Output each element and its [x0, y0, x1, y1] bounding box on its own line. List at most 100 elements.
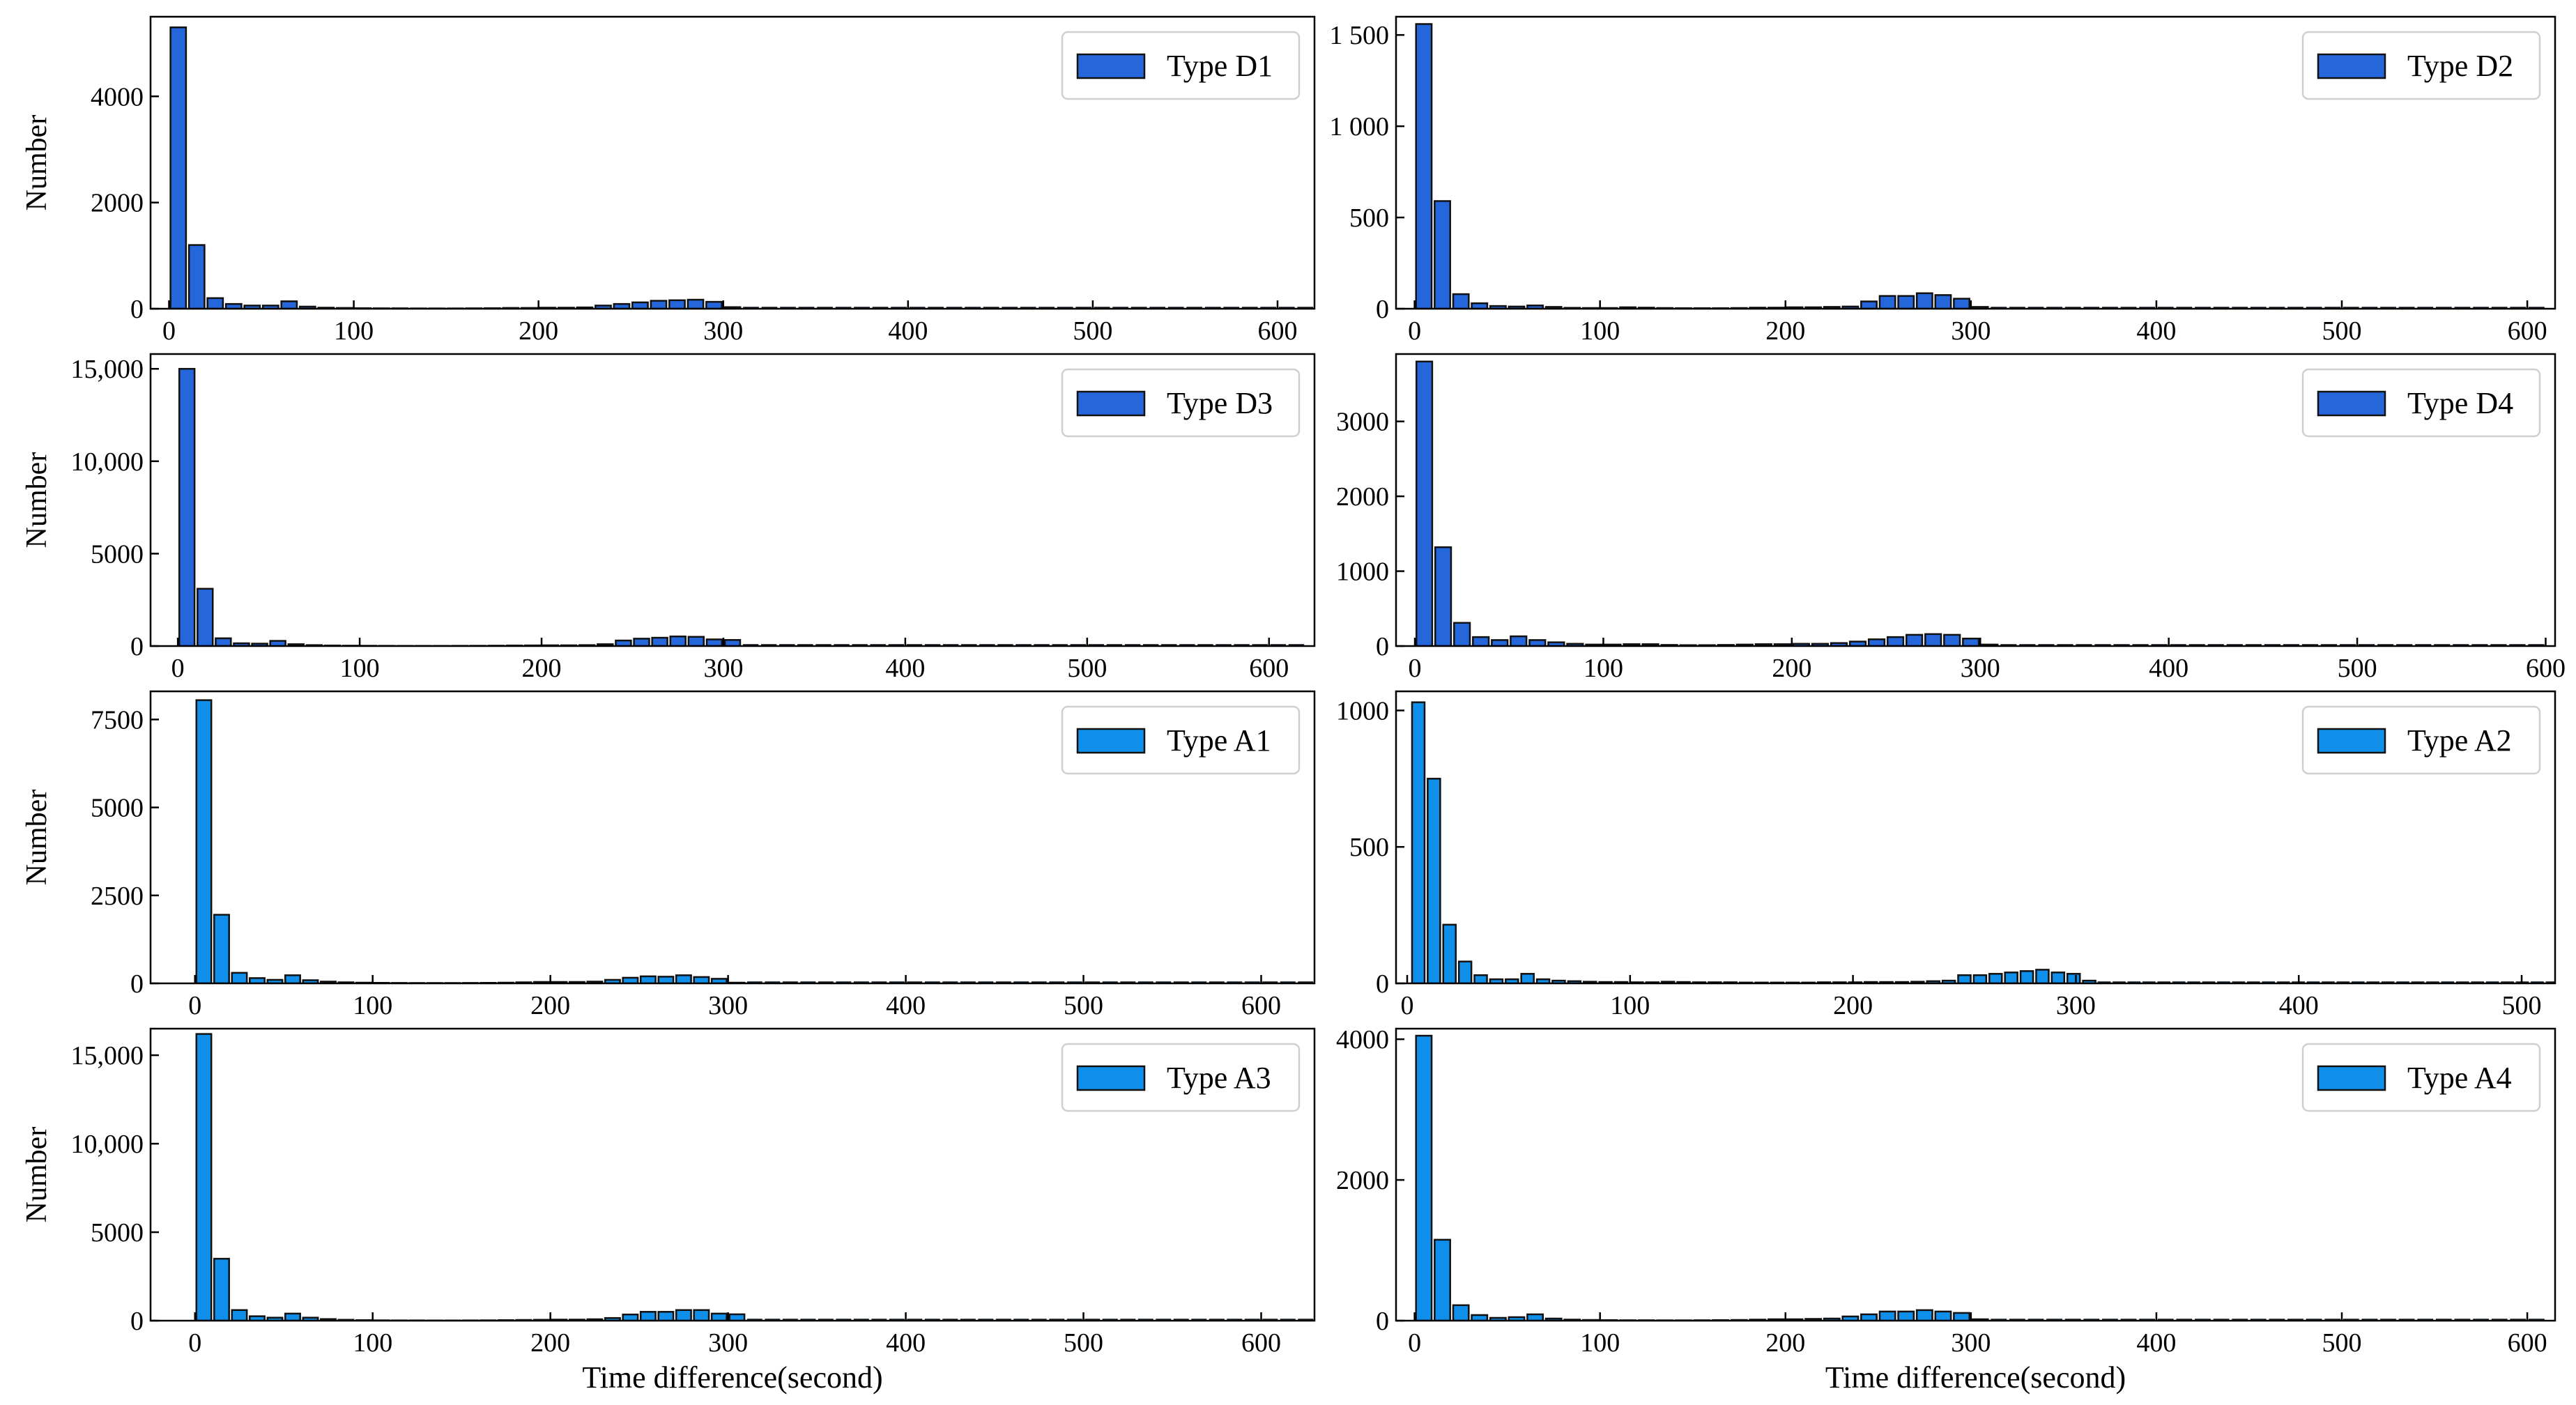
bar	[213, 1257, 230, 1321]
bar	[705, 638, 723, 646]
bar	[1886, 636, 1905, 646]
y-tick-label: 5000	[91, 1218, 144, 1247]
y-tick-label: 2000	[91, 189, 144, 218]
x-tick-label: 100	[353, 1328, 392, 1358]
bar	[1953, 1312, 1970, 1321]
x-tick-label: 300	[2056, 991, 2096, 1020]
bar	[1520, 973, 1535, 983]
bar	[1897, 295, 1915, 309]
bar	[1427, 778, 1441, 983]
x-tick-label: 500	[1064, 991, 1103, 1020]
bar	[723, 638, 742, 646]
bar	[586, 981, 604, 983]
legend-swatch	[1076, 728, 1146, 754]
y-tick-label: 1000	[1336, 696, 1389, 725]
legend-label: Type D1	[1167, 49, 1273, 83]
bar	[1544, 306, 1563, 309]
x-tick-label: 100	[1580, 316, 1620, 346]
bar	[1505, 978, 1519, 983]
y-tick-label: 4000	[91, 82, 144, 112]
bar	[693, 976, 710, 983]
y-tick-label: 15,000	[71, 1041, 144, 1070]
bar	[1452, 1304, 1470, 1321]
plot-frame	[1395, 690, 2556, 985]
bar	[613, 302, 631, 309]
bar	[710, 978, 728, 983]
bar	[298, 305, 316, 309]
x-tick-label: 400	[2149, 654, 2188, 683]
legend-frame	[2301, 31, 2541, 100]
bar	[213, 914, 230, 983]
x-tick-label: 200	[1765, 316, 1805, 346]
x-tick-label: 200	[1765, 1328, 1805, 1358]
legend: Type D1	[1061, 31, 1301, 100]
bar	[1867, 638, 1886, 646]
bar	[631, 301, 649, 309]
y-tick-label: 0	[130, 969, 144, 999]
bar	[650, 300, 668, 309]
bar	[1526, 1313, 1544, 1321]
x-tick-label: 300	[708, 1328, 748, 1358]
x-tick-label: 400	[886, 1328, 926, 1358]
legend-frame	[1061, 1043, 1301, 1112]
bar	[1489, 978, 1504, 983]
legend-frame	[2301, 368, 2541, 438]
y-tick-label: 500	[1349, 833, 1389, 862]
x-tick-label: 0	[1408, 316, 1421, 346]
x-tick-label: 200	[522, 654, 562, 683]
x-tick-label: 100	[1584, 654, 1623, 683]
bars	[195, 699, 1314, 983]
legend: Type A2	[2301, 705, 2541, 775]
bar	[1915, 292, 1933, 309]
x-tick-label: 100	[353, 991, 392, 1020]
x-tick-label: 200	[530, 1328, 570, 1358]
bar	[1972, 974, 1988, 983]
x-tick-label: 0	[188, 991, 201, 1020]
y-tick-label: 7500	[91, 705, 144, 735]
bar	[302, 979, 319, 983]
bar	[195, 1033, 213, 1321]
legend: Type D2	[2301, 31, 2541, 100]
chart-panel-4: 0 100 200 300 400 500 600 0 1000 2000 3000 Type D4	[1336, 353, 2566, 683]
bar	[687, 298, 705, 309]
y-tick-label: 1 000	[1330, 112, 1390, 141]
y-tick-label: 2000	[1336, 482, 1389, 512]
x-tick-label: 400	[2279, 991, 2319, 1020]
bar	[1962, 638, 1980, 646]
bar	[1830, 642, 1848, 646]
legend-swatch	[2317, 1065, 2386, 1091]
bar	[251, 643, 268, 646]
legend: Type D4	[2301, 368, 2541, 438]
bar	[651, 636, 668, 646]
x-tick-label: 400	[2136, 316, 2176, 346]
bar	[1442, 923, 1457, 983]
bar	[215, 637, 232, 646]
x-tick-label: 500	[1073, 316, 1112, 346]
y-tick-label: 0	[130, 295, 144, 324]
plot-frame	[149, 353, 1316, 647]
chart-panel-8: 0 100 200 300 400 500 600 0 2000 4000 Time differe…	[1336, 1025, 2556, 1395]
bar	[1567, 980, 1582, 983]
bar	[1943, 634, 1961, 646]
y-tick-label: 2500	[91, 882, 144, 911]
bar	[2050, 972, 2066, 983]
x-tick-label: 600	[1257, 316, 1297, 346]
bar	[622, 1313, 639, 1321]
bars	[1415, 1034, 2545, 1321]
bar	[668, 299, 686, 309]
x-tick-label: 300	[1951, 316, 1991, 346]
bar	[1878, 295, 1896, 309]
x-tick-label: 0	[171, 654, 185, 683]
legend-label: Type D4	[2407, 386, 2513, 420]
plot-frame	[1395, 353, 2556, 647]
bar	[1547, 641, 1565, 646]
bar	[1860, 300, 1878, 309]
bar	[1457, 960, 1473, 983]
bar	[1823, 306, 1841, 309]
bar	[633, 638, 650, 646]
legend: Type A1	[1061, 705, 1301, 775]
bar	[1472, 636, 1490, 646]
bar	[187, 244, 206, 309]
bar	[1535, 978, 1551, 983]
x-tick-label: 500	[2322, 316, 2362, 346]
